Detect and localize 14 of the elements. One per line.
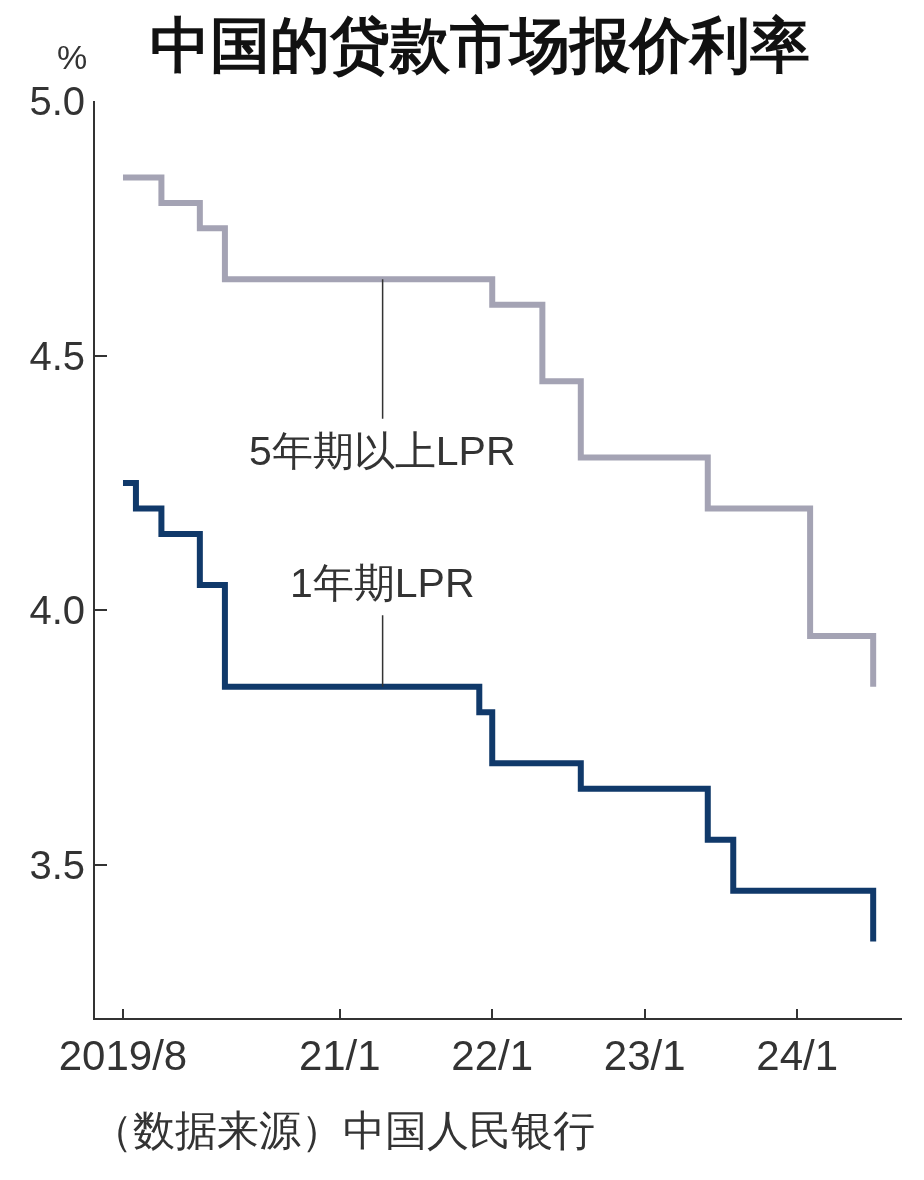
y-axis-title: % — [57, 38, 88, 76]
series-label: 1年期LPR — [290, 560, 475, 606]
x-tick-label: 24/1 — [756, 1032, 839, 1080]
text: （数据来源）中国人民银行 — [91, 1107, 595, 1154]
y-tick-label: 4.0 — [29, 588, 85, 633]
x-tick-label: 21/1 — [298, 1032, 381, 1080]
y-tick-label: 4.5 — [29, 333, 85, 378]
y-tick-label: 5.0 — [29, 79, 85, 123]
x-tick-label: 22/1 — [451, 1032, 534, 1080]
series-label: 5年期以上LPR — [249, 428, 516, 474]
chart-title: 中国的贷款市场报价利率 — [150, 12, 810, 79]
y-tick-label: 3.5 — [29, 843, 85, 888]
x-tick-label: 23/1 — [603, 1032, 686, 1080]
x-tick-label: 2019/8 — [58, 1032, 188, 1080]
